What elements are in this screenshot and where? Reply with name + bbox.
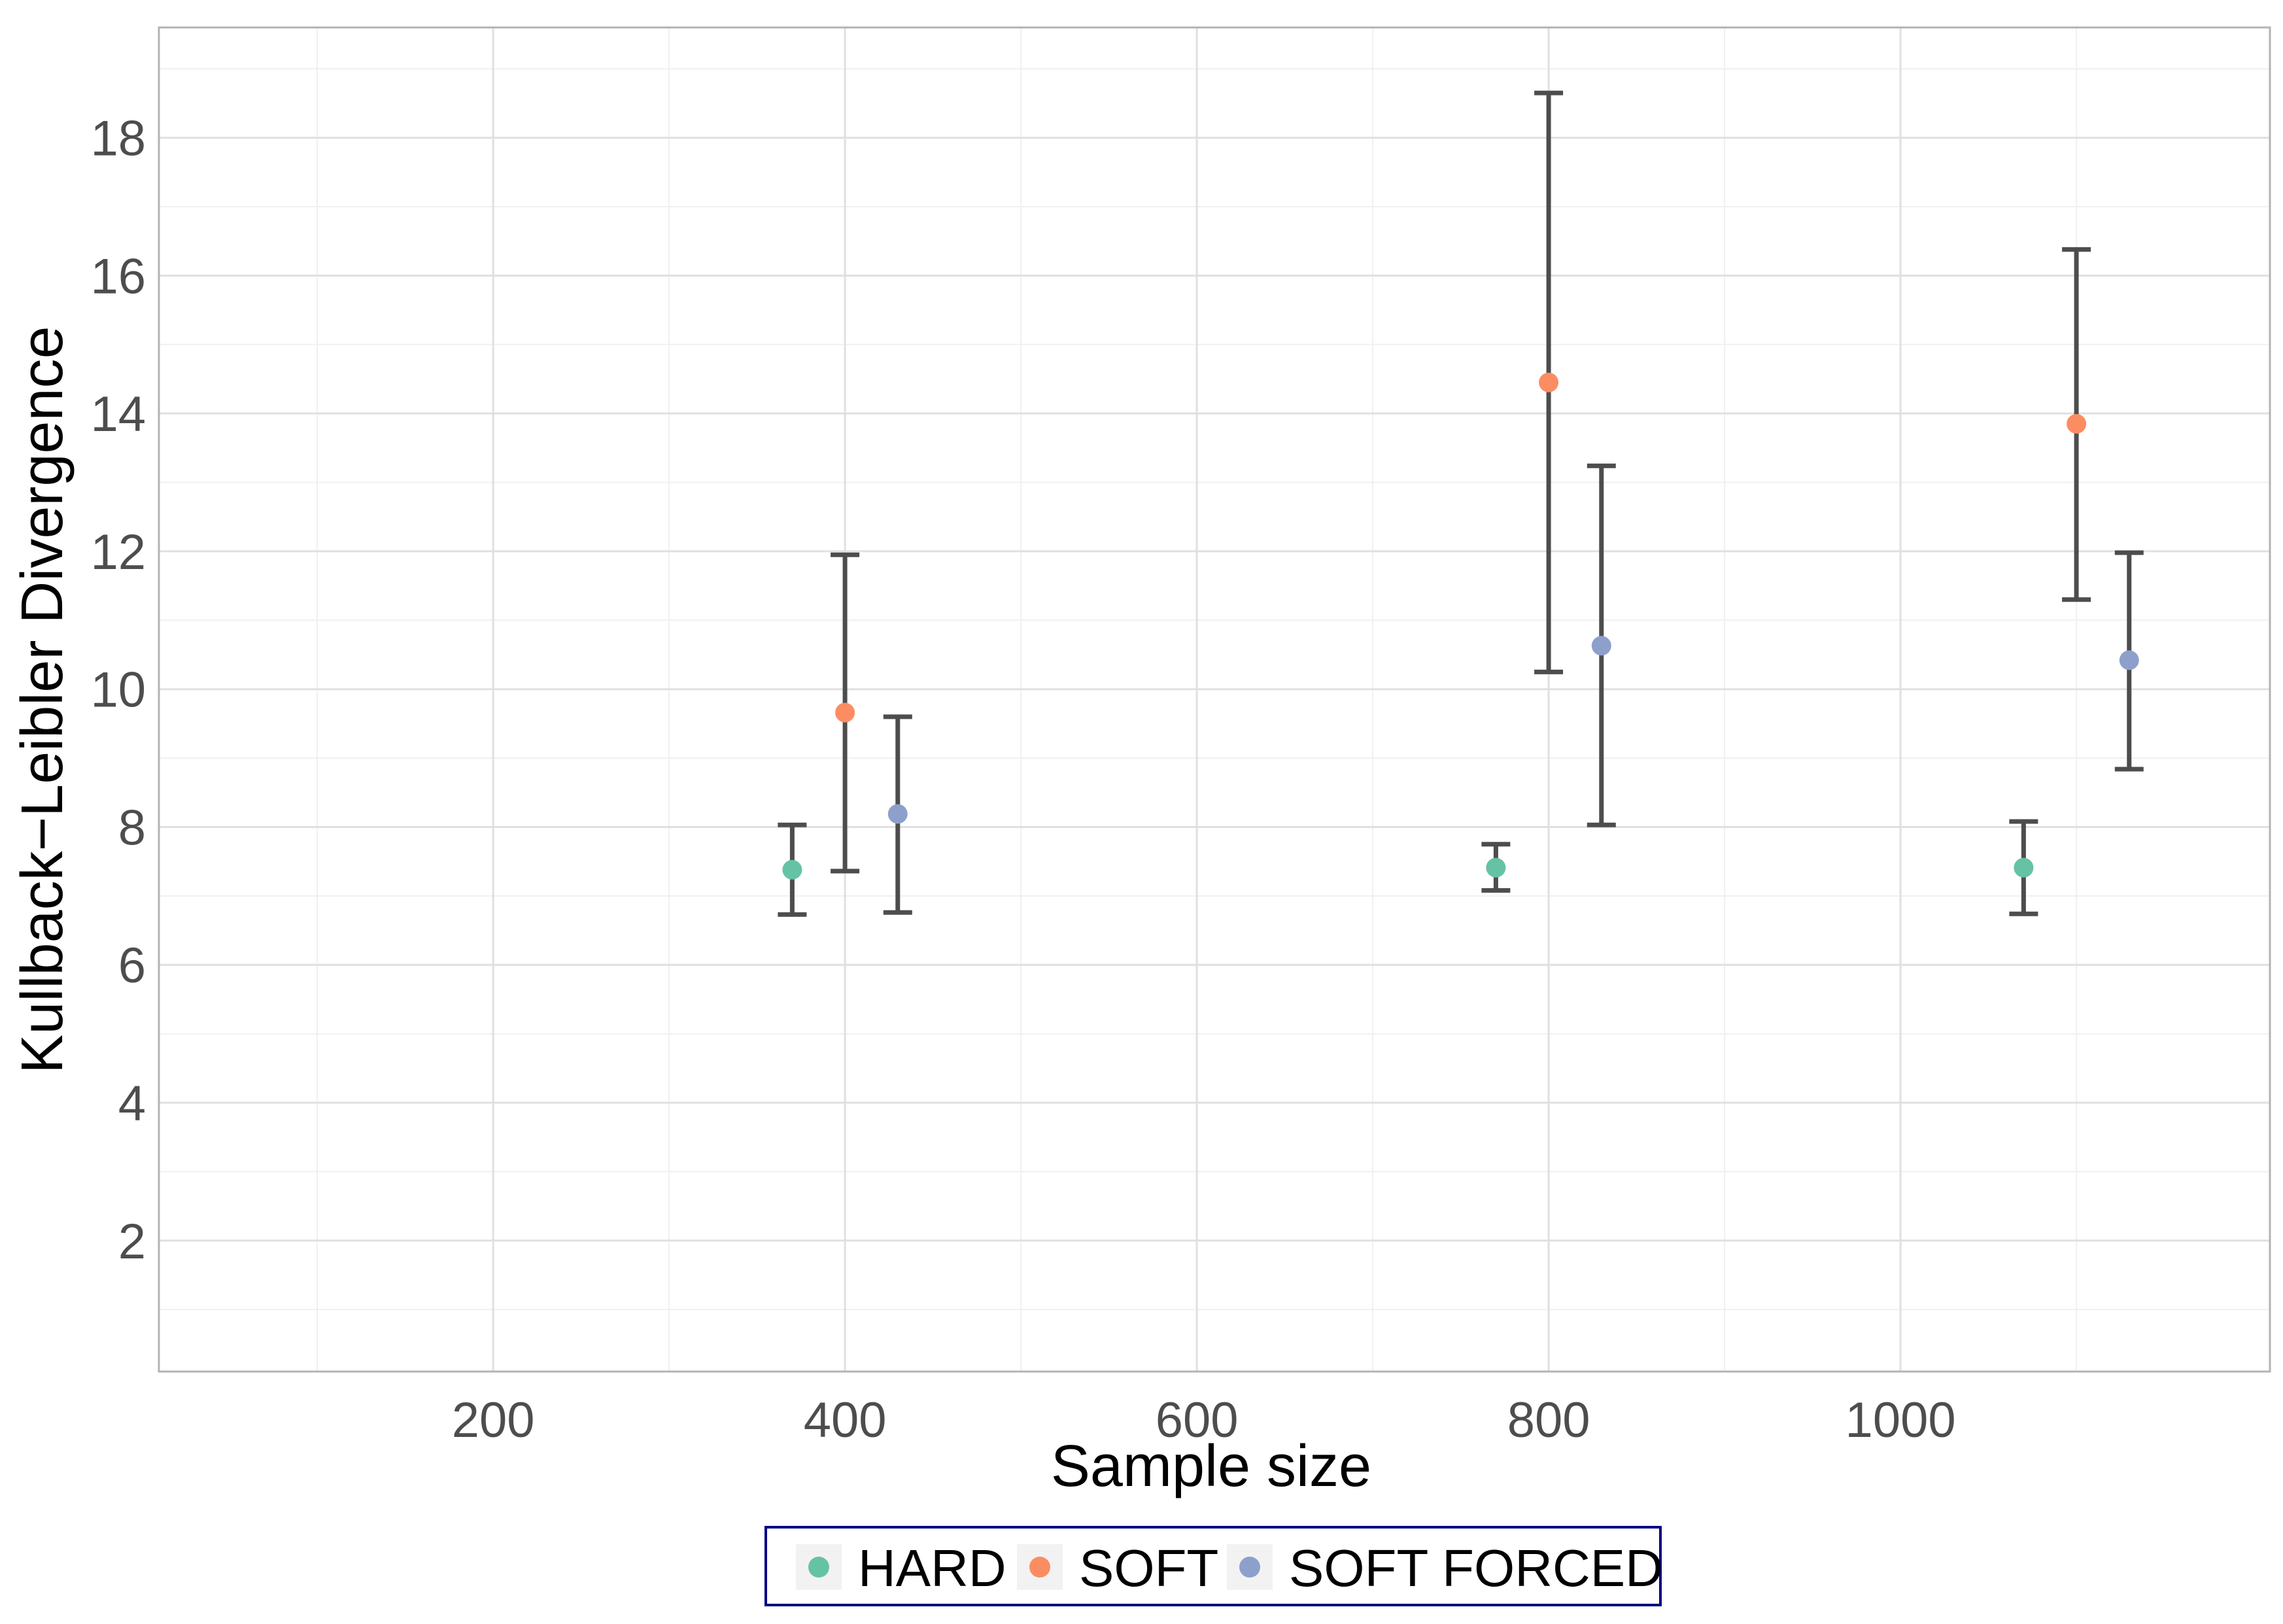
- data-point-soft-forced: [1591, 636, 1611, 656]
- y-tick-label: 12: [90, 525, 146, 580]
- y-tick-label: 8: [118, 800, 146, 855]
- legend-label: HARD: [858, 1539, 1006, 1597]
- major-gridlines: [159, 27, 2270, 1372]
- data-point-soft-forced: [2119, 650, 2139, 670]
- x-tick-label: 600: [1156, 1392, 1239, 1448]
- y-tick-label: 2: [118, 1214, 146, 1270]
- x-axis-title: Sample size: [1051, 1434, 1371, 1499]
- legend: HARD SOFT SOFT FORCED: [764, 1526, 1663, 1606]
- legend-label: SOFT: [1079, 1539, 1218, 1597]
- legend-item-soft: SOFT: [1017, 1539, 1218, 1597]
- legend-box: [764, 1526, 1662, 1606]
- legend-item-hard: HARD: [796, 1539, 1006, 1597]
- y-tick-label: 10: [90, 663, 146, 718]
- data-point-soft-forced: [887, 804, 908, 824]
- x-tick-label: 1000: [1845, 1392, 1956, 1448]
- y-tick-label: 16: [90, 249, 146, 304]
- y-axis-tick-labels: 2 4 6 8 10 12 14 16 18: [90, 111, 146, 1270]
- plot-panel-border: [158, 26, 2271, 1373]
- data-point-soft: [835, 702, 855, 723]
- data-point-hard: [782, 859, 802, 880]
- legend-item-soft-forced: SOFT FORCED: [1227, 1539, 1663, 1597]
- x-tick-label: 400: [804, 1392, 887, 1448]
- data-point-hard: [1486, 857, 1506, 878]
- y-tick-label: 18: [90, 111, 146, 167]
- data-point-hard: [2014, 857, 2034, 878]
- legend-key-dot: [1239, 1557, 1260, 1578]
- data-points: [782, 372, 2139, 880]
- data-point-soft: [1539, 372, 1559, 392]
- legend-key-dot: [808, 1557, 829, 1578]
- minor-gridlines: [159, 27, 2270, 1372]
- legend-label: SOFT FORCED: [1289, 1539, 1663, 1597]
- y-tick-label: 4: [118, 1076, 146, 1132]
- y-tick-label: 6: [118, 938, 146, 993]
- data-point-soft: [2067, 413, 2087, 434]
- legend-key-dot: [1029, 1557, 1050, 1578]
- x-axis-tick-labels: 200 400 600 800 1000: [452, 1392, 1956, 1448]
- y-tick-label: 14: [90, 387, 146, 442]
- x-tick-label: 200: [452, 1392, 535, 1448]
- y-axis-title: Kullback−Leibler Divergence: [10, 326, 75, 1073]
- error-bars: [778, 90, 2144, 917]
- x-tick-label: 800: [1507, 1392, 1590, 1448]
